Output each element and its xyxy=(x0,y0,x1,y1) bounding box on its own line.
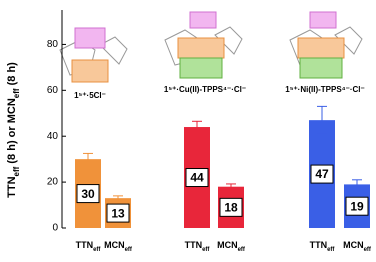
y-tick-label: 40 xyxy=(47,131,59,142)
molecule-part xyxy=(189,11,217,29)
x-tick-label: MCNeff xyxy=(104,240,133,252)
x-label-part: TTN xyxy=(185,240,203,250)
y-label-part: (8 h) xyxy=(6,62,18,89)
y-label-part: eff xyxy=(12,166,21,176)
value-label-box xyxy=(219,197,243,217)
value-label: 30 xyxy=(81,187,95,201)
x-tick-label: TTNeff xyxy=(76,240,102,252)
molecule-part xyxy=(309,11,337,29)
y-label-part: eff xyxy=(12,88,21,98)
molecule-illustrations xyxy=(59,11,363,83)
y-tick-label: 80 xyxy=(47,39,59,50)
x-label-sub: eff xyxy=(364,247,372,253)
value-label: 47 xyxy=(315,167,329,181)
value-label: 18 xyxy=(224,201,238,215)
y-tick-label: 20 xyxy=(47,177,59,188)
x-label-sub: eff xyxy=(327,247,335,253)
x-label-part: MCN xyxy=(104,240,125,250)
x-label-part: MCN xyxy=(217,240,238,250)
x-label-sub: eff xyxy=(93,247,101,253)
molecule-part xyxy=(297,37,345,59)
y-tick-label: 60 xyxy=(47,85,59,96)
compound-label: 1⁵⁺·Ni(II)-TPPS⁴⁻·Cl⁻ xyxy=(285,85,365,94)
value-label-box xyxy=(345,196,369,216)
value-label-box xyxy=(76,184,100,204)
molecule-part xyxy=(179,57,223,79)
compound-label: 1⁵⁺·5Cl⁻ xyxy=(74,91,106,100)
x-label-sub: eff xyxy=(125,247,133,253)
molecule-part xyxy=(299,57,343,79)
value-label-box xyxy=(106,203,130,223)
x-label-sub: eff xyxy=(202,247,210,253)
x-tick-label: TTNeff xyxy=(310,240,336,252)
x-label-part: TTN xyxy=(310,240,328,250)
x-label-part: MCN xyxy=(343,240,364,250)
value-label-box xyxy=(310,164,334,184)
y-axis-label: TTNeff (8 h) or MCNeff (8 h) xyxy=(6,62,21,198)
value-label-box xyxy=(185,168,209,188)
x-tick-label: MCNeff xyxy=(343,240,372,252)
molecule-part xyxy=(177,37,225,59)
molecule-part xyxy=(74,27,106,49)
y-label-part: TTN xyxy=(6,176,18,197)
value-label: 19 xyxy=(350,199,364,213)
x-tick-label: TTNeff xyxy=(185,240,211,252)
y-label-part: (8 h) or MCN xyxy=(6,98,18,166)
x-label-part: TTN xyxy=(76,240,94,250)
y-tick-label: 0 xyxy=(52,223,58,234)
x-tick-label: MCNeff xyxy=(217,240,246,252)
x-label-sub: eff xyxy=(238,247,246,253)
molecule-part xyxy=(71,59,109,83)
compound-label: 1⁵⁺·Cu(II)-TPPS⁴⁻·Cl⁻ xyxy=(164,85,246,94)
value-label: 13 xyxy=(111,206,125,220)
value-label: 44 xyxy=(190,171,204,185)
